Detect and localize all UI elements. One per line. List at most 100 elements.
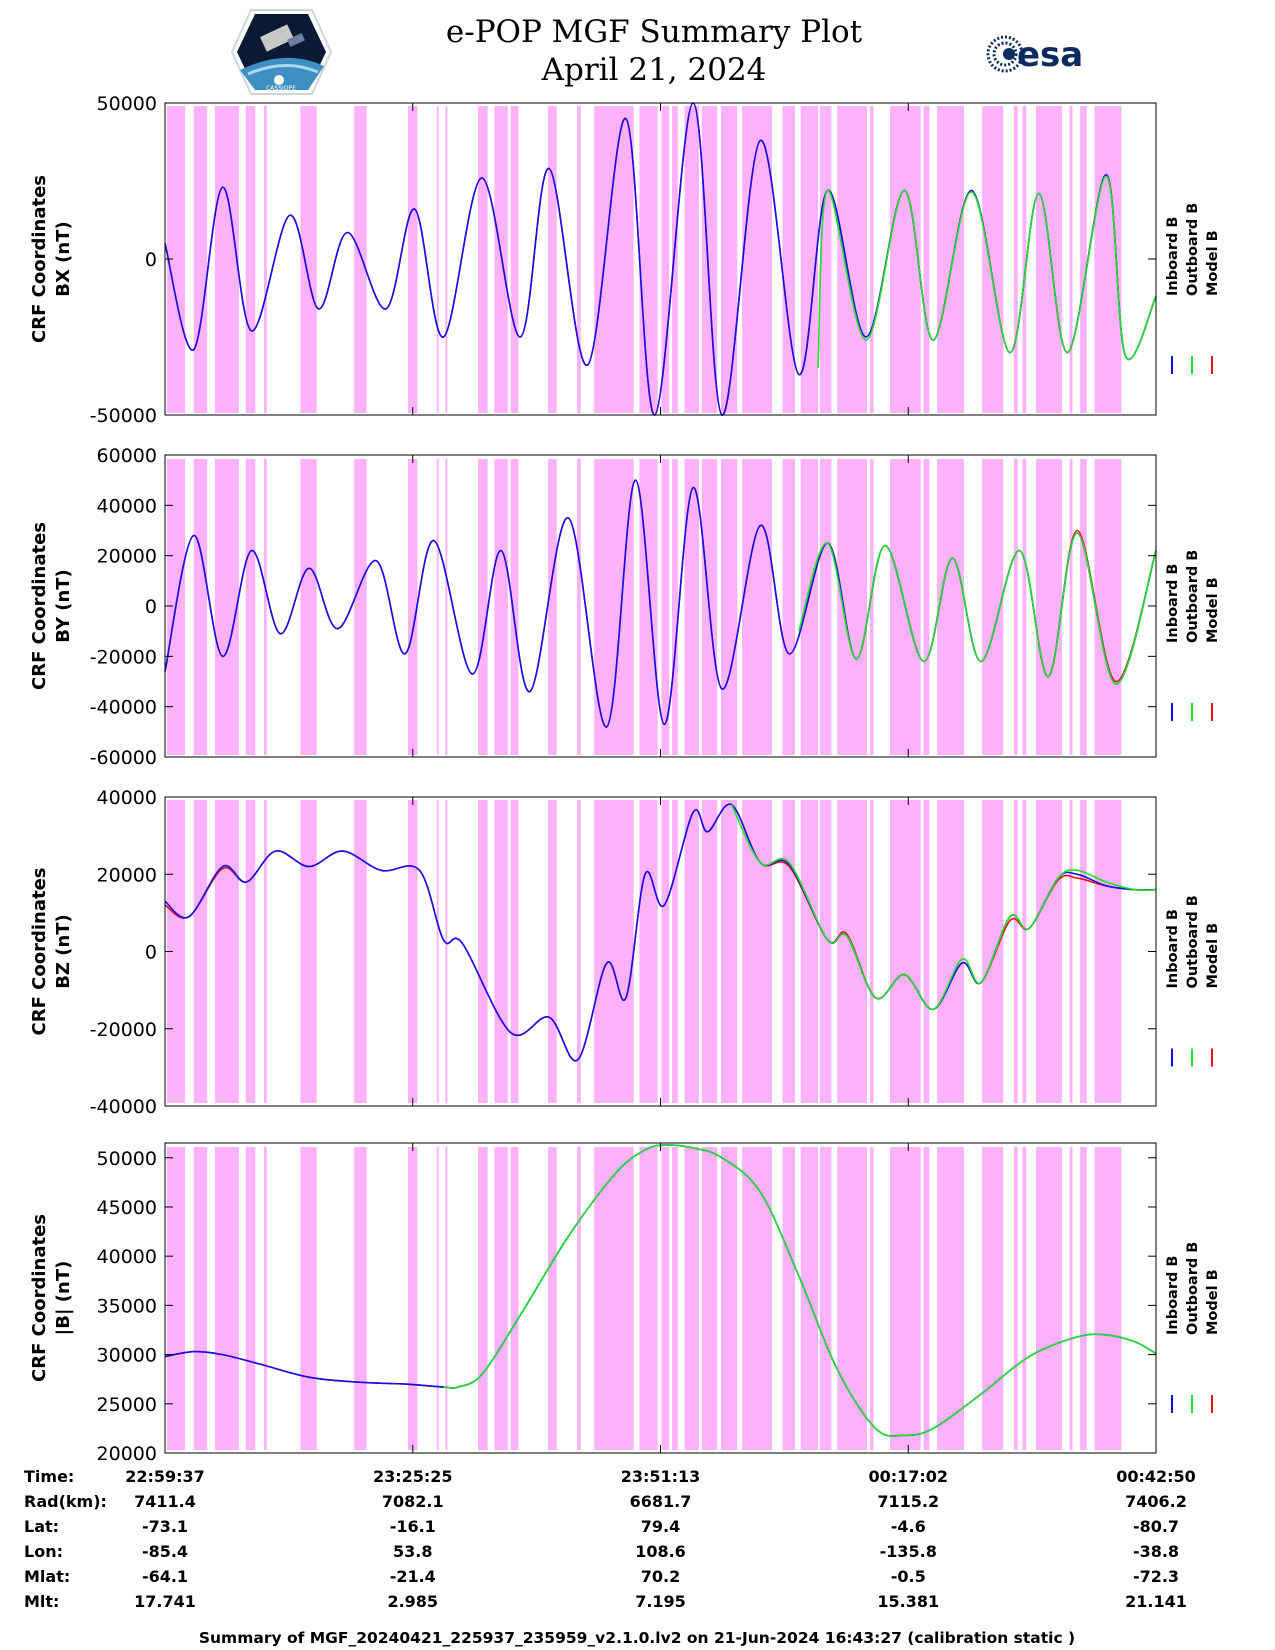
shade-interval <box>1094 106 1122 413</box>
shade-interval <box>510 106 519 413</box>
shade-interval <box>721 1147 738 1450</box>
y-axis-label-line: CRF Coordinates <box>29 522 50 690</box>
shade-interval <box>193 459 208 755</box>
shade-interval <box>1013 459 1018 755</box>
shade-interval <box>193 800 208 1103</box>
shade-interval <box>263 1147 267 1450</box>
shade-interval <box>214 800 239 1103</box>
shade-interval <box>245 800 256 1103</box>
shade-interval <box>263 106 267 413</box>
shade-interval <box>869 800 874 1103</box>
panel-bmag: 20000 25000 30000 35000 40000 45000 50000 CRF C… <box>29 1142 1221 1465</box>
shade-interval <box>684 800 699 1103</box>
legend-label: Model B <box>1205 577 1221 643</box>
legend-label: Outboard B <box>1185 550 1201 643</box>
shade-interval <box>1022 106 1027 413</box>
table-cell: 7082.1 <box>382 1492 444 1511</box>
shade-interval <box>837 1147 867 1450</box>
shade-interval <box>819 106 832 413</box>
shade-interval <box>782 459 795 755</box>
shade-interval <box>742 800 772 1103</box>
y-tick-label: 60000 <box>97 445 157 467</box>
y-tick-label: -50000 <box>90 405 157 427</box>
shade-interval <box>1094 459 1122 755</box>
series-line-outboard-b <box>730 804 1157 1011</box>
shade-interval <box>548 800 557 1103</box>
shade-interval <box>436 800 439 1103</box>
y-tick-label: 35000 <box>97 1295 157 1317</box>
table-cell: -64.1 <box>142 1567 188 1586</box>
table-cell: 23:25:25 <box>373 1467 453 1486</box>
y-axis-label: CRF Coordinates BZ (nT) <box>29 868 74 1036</box>
table-cell: 79.4 <box>641 1517 680 1536</box>
shade-interval <box>548 459 557 755</box>
y-axis-label: CRF Coordinates |B| (nT) <box>29 1214 74 1382</box>
y-tick-label: 0 <box>145 596 157 618</box>
shade-interval <box>166 800 186 1103</box>
shade-interval <box>672 1147 678 1450</box>
shade-interval <box>937 1147 964 1450</box>
shade-interval <box>800 800 818 1103</box>
footer-text: Summary of MGF_20240421_225937_235959_v2… <box>199 1629 1075 1647</box>
shade-interval <box>701 1147 718 1450</box>
shade-interval <box>548 106 557 413</box>
shade-interval <box>494 800 508 1103</box>
y-tick-label: 20000 <box>97 864 157 886</box>
y-tick-label: 40000 <box>97 787 157 809</box>
y-axis-label: CRF Coordinates BX (nT) <box>29 175 74 343</box>
shade-interval <box>923 1147 930 1450</box>
y-tick-label: 45000 <box>97 1197 157 1219</box>
y-tick-label: -20000 <box>90 1019 157 1041</box>
shade-interval <box>937 106 964 413</box>
shade-interval <box>478 1147 488 1450</box>
shade-interval <box>214 459 239 755</box>
shade-interval <box>684 459 699 755</box>
shade-interval <box>510 459 519 755</box>
shade-interval <box>661 800 670 1103</box>
y-tick-label: -60000 <box>90 747 157 769</box>
shade-interval <box>478 459 488 755</box>
shade-interval <box>436 106 439 413</box>
shade-interval <box>1094 800 1122 1103</box>
y-axis-label-line: |B| (nT) <box>53 1261 74 1336</box>
time-table: Time: Rad(km): Lat: Lon: Mlat: Mlt: 22:59:37 74… <box>24 1467 1196 1611</box>
shade-interval <box>1013 800 1018 1103</box>
shade-interval <box>478 106 488 413</box>
table-cell: 108.6 <box>635 1542 686 1561</box>
shade-interval <box>782 1147 795 1450</box>
y-tick-label: 40000 <box>97 1246 157 1268</box>
plot-title: e-POP MGF Summary Plot <box>446 14 863 50</box>
shade-interval <box>1069 106 1073 413</box>
table-cell: 23:51:13 <box>621 1467 701 1486</box>
legend-label: Inboard B <box>1165 909 1181 988</box>
shade-interval <box>1069 459 1073 755</box>
shade-interval <box>1036 800 1062 1103</box>
shade-interval <box>923 800 930 1103</box>
shade-interval <box>837 800 867 1103</box>
y-tick-label: 20000 <box>97 1443 157 1465</box>
table-cell: -4.6 <box>891 1517 926 1536</box>
y-tick-label: 25000 <box>97 1394 157 1416</box>
shade-interval <box>1069 1147 1073 1450</box>
shade-interval <box>445 1147 448 1450</box>
panel-bz: -40000 -20000 0 20000 40000 CRF Coordinates BZ… <box>29 787 1221 1118</box>
table-cell: 22:59:37 <box>125 1467 205 1486</box>
shade-interval <box>193 106 208 413</box>
shade-interval <box>742 459 772 755</box>
shade-interval <box>407 106 418 413</box>
table-cell: 17.741 <box>134 1592 196 1611</box>
shade-interval <box>1080 106 1087 413</box>
shade-interval <box>684 106 699 413</box>
shade-interval <box>701 106 718 413</box>
shade-interval <box>494 459 508 755</box>
table-row-label: Time: <box>24 1467 74 1486</box>
shade-interval <box>1022 800 1027 1103</box>
shade-interval <box>923 106 930 413</box>
shade-interval <box>1080 800 1087 1103</box>
shade-interval <box>1013 1147 1018 1450</box>
shade-interval <box>510 800 519 1103</box>
shade-interval <box>407 459 418 755</box>
table-cell: -16.1 <box>390 1517 436 1536</box>
shade-interval <box>1069 800 1073 1103</box>
table-cell: -38.8 <box>1133 1542 1179 1561</box>
